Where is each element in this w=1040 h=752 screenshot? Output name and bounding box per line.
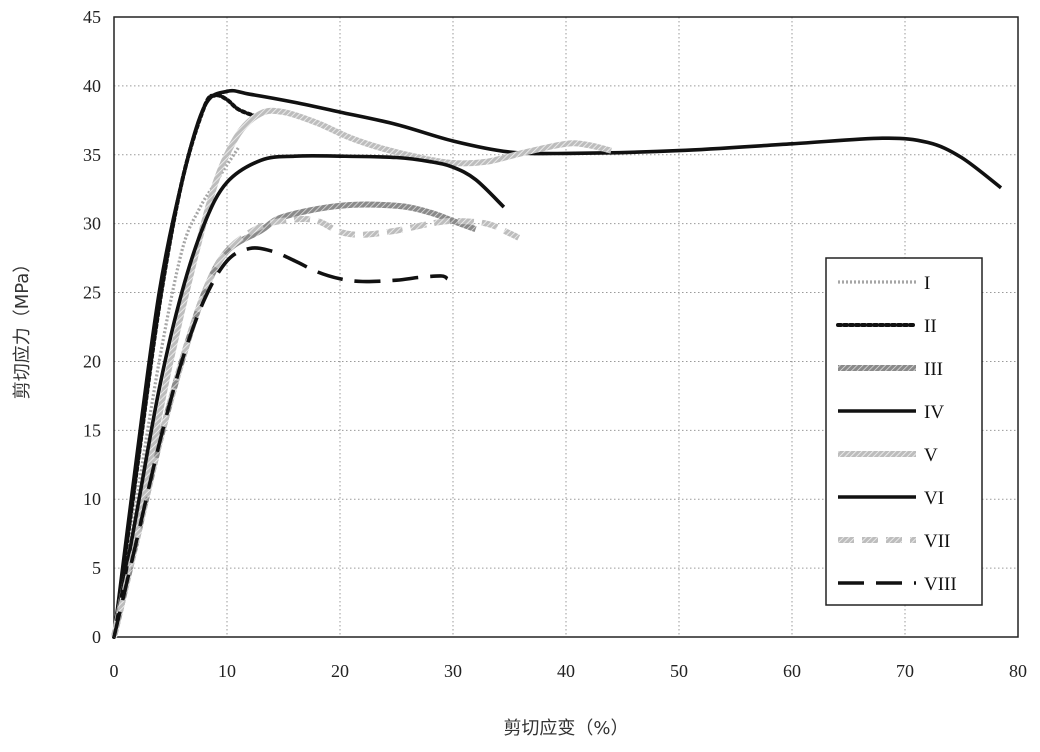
series-line-vii [111, 215, 523, 638]
series-line-viii [112, 246, 449, 638]
x-tick-label: 20 [331, 661, 349, 681]
legend-label: III [924, 359, 943, 380]
x-axis-title: 剪切应变（%） [503, 718, 628, 739]
x-tick-label: 70 [896, 661, 914, 681]
y-tick-label: 30 [83, 214, 101, 234]
x-tick-label: 60 [783, 661, 801, 681]
series-line-v [111, 107, 612, 638]
legend-label: VIII [924, 574, 957, 595]
series-line-vi [112, 154, 506, 638]
legend-label: VI [924, 488, 944, 509]
legend-label: IV [924, 402, 944, 423]
y-tick-label: 10 [83, 489, 101, 509]
y-tick-label: 40 [83, 76, 101, 96]
legend-label: VII [924, 531, 950, 552]
y-tick-label: 5 [92, 558, 101, 578]
series-layer [111, 88, 1003, 639]
legend-label: I [924, 273, 930, 294]
x-tick-label: 50 [670, 661, 688, 681]
x-tick-label: 0 [110, 661, 119, 681]
plot-area [113, 16, 1019, 638]
legend-label: II [924, 316, 937, 337]
y-tick-label: 45 [83, 7, 101, 27]
series-line-iv [112, 88, 1003, 638]
y-tick-label: 15 [83, 420, 101, 440]
y-tick-label: 35 [83, 145, 101, 165]
axis-ticks: 0 10 20 30 40 50 60 70 80 0 5 10 15 20 25 30 35 40 45 [83, 7, 1027, 681]
y-tick-label: 20 [83, 351, 101, 371]
legend-label: V [924, 445, 938, 466]
legend-box [825, 257, 983, 606]
x-tick-label: 10 [218, 661, 236, 681]
y-tick-label: 25 [83, 283, 101, 303]
y-tick-label: 0 [92, 627, 101, 647]
y-axis-title: 剪切应力（MPa） [12, 255, 33, 400]
x-tick-label: 30 [444, 661, 462, 681]
x-tick-label: 40 [557, 661, 575, 681]
x-tick-label: 80 [1009, 661, 1027, 681]
